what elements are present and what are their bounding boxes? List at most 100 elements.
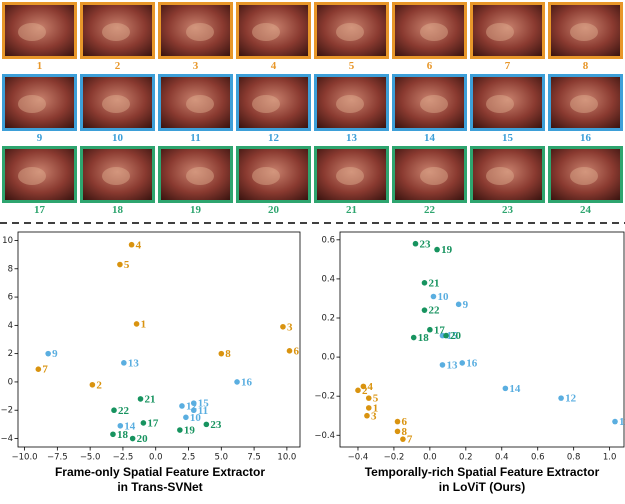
point xyxy=(421,307,428,313)
tissue-highlight xyxy=(570,95,598,113)
y-tick-label: 6 xyxy=(8,293,13,303)
frame-label: 7 xyxy=(505,60,511,72)
point xyxy=(190,407,197,414)
point xyxy=(443,332,449,339)
point-label: 3 xyxy=(371,410,377,422)
point-label: 11 xyxy=(198,405,208,417)
point-label: 7 xyxy=(42,364,48,376)
frame-label: 19 xyxy=(190,204,202,216)
point-label: 13 xyxy=(446,359,458,371)
point-label: 4 xyxy=(136,239,142,251)
frame-thumbnail xyxy=(236,2,311,59)
frame-thumbnail xyxy=(80,2,155,59)
y-tick-label: 10 xyxy=(2,236,13,246)
x-tick-label: −7.5 xyxy=(47,453,68,463)
point-label: 16 xyxy=(466,357,478,369)
frame-thumbnail xyxy=(314,74,389,131)
point xyxy=(129,435,136,442)
point xyxy=(558,395,564,401)
point xyxy=(455,301,462,308)
frame-thumbnail xyxy=(392,74,467,131)
point-label: 4 xyxy=(367,381,373,393)
frame-thumbnail xyxy=(236,74,311,131)
frame-thumbnail xyxy=(236,146,311,203)
tissue-highlight xyxy=(186,23,214,41)
point xyxy=(394,428,401,435)
point-label: 1 xyxy=(373,402,379,414)
point-label: 18 xyxy=(418,332,430,344)
frame-thumbnail xyxy=(158,74,233,131)
point-label: 14 xyxy=(124,420,136,432)
frame-thumbnail xyxy=(548,146,623,203)
frame-label: 3 xyxy=(193,60,199,72)
tissue-highlight xyxy=(102,23,130,41)
tissue-highlight xyxy=(420,95,448,113)
frame-label: 23 xyxy=(502,204,514,216)
point-label: 1 xyxy=(141,318,147,330)
point xyxy=(612,418,618,425)
frame-thumbnail xyxy=(2,2,77,59)
frame-thumbnail xyxy=(314,146,389,203)
point xyxy=(35,366,42,373)
y-tick-label: 0.6 xyxy=(321,235,335,245)
point-label: 18 xyxy=(117,429,128,441)
point xyxy=(89,381,96,388)
point xyxy=(117,422,124,429)
frame-label: 21 xyxy=(346,204,357,216)
point xyxy=(459,360,466,366)
point xyxy=(355,387,361,394)
tissue-highlight xyxy=(18,167,46,185)
frame-label: 14 xyxy=(424,132,436,144)
point xyxy=(364,412,370,419)
y-tick-label: 4 xyxy=(8,321,13,331)
tissue-highlight xyxy=(336,167,364,185)
point xyxy=(286,348,293,354)
point-label: 3 xyxy=(287,321,293,333)
y-tick-label: −2 xyxy=(0,406,13,416)
x-tick-label: −0.4 xyxy=(348,453,369,463)
point xyxy=(110,431,116,438)
x-tick-label: 2.5 xyxy=(182,453,196,463)
point xyxy=(137,396,144,402)
point-label: 23 xyxy=(419,238,431,250)
point xyxy=(412,240,419,247)
point xyxy=(280,323,286,330)
y-tick-label: 0.0 xyxy=(321,353,335,363)
point-label: 2 xyxy=(362,385,368,397)
tissue-highlight xyxy=(570,167,598,185)
point-label: 9 xyxy=(463,299,469,311)
x-tick-label: 7.5 xyxy=(247,453,261,463)
frame-thumbnail xyxy=(158,2,233,59)
y-tick-label: 0.4 xyxy=(321,274,335,284)
x-tick-label: −5.0 xyxy=(80,453,101,463)
point xyxy=(111,407,117,414)
point-label: 11 xyxy=(619,416,625,428)
tissue-highlight xyxy=(336,95,364,113)
point xyxy=(218,350,225,357)
plot-frame xyxy=(17,231,301,448)
point xyxy=(140,420,147,426)
y-tick-label: −4 xyxy=(0,434,13,444)
x-tick-label: 0.8 xyxy=(567,453,581,463)
point-label: 8 xyxy=(402,426,408,438)
frame-label: 6 xyxy=(427,60,433,72)
y-tick-label: −0.4 xyxy=(314,431,335,441)
frame-thumbnail xyxy=(2,74,77,131)
point-label: 17 xyxy=(434,324,446,336)
point-label: 14 xyxy=(509,383,520,395)
point-label: 20 xyxy=(450,330,462,342)
point-label: 15 xyxy=(446,330,458,342)
point-label: 10 xyxy=(190,412,202,424)
point xyxy=(360,383,367,390)
point-label: 2 xyxy=(96,379,102,391)
frame-thumbnail xyxy=(80,146,155,203)
point xyxy=(410,334,417,341)
point-label: 10 xyxy=(437,291,449,303)
x-tick-label: −2.5 xyxy=(113,453,134,463)
frame-label: 12 xyxy=(268,132,280,144)
frame-thumbnail xyxy=(158,146,233,203)
frame-label: 4 xyxy=(271,60,277,72)
point-label: 19 xyxy=(184,425,196,437)
point xyxy=(179,403,185,409)
